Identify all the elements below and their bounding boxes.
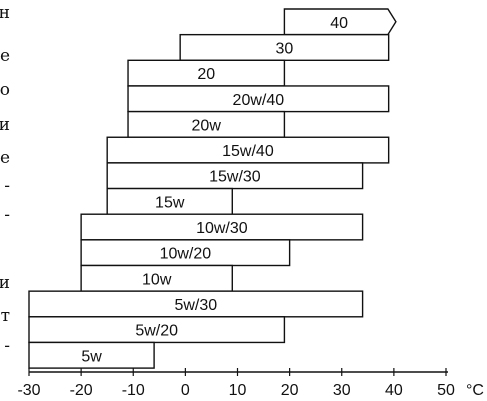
x-tick-label: 10 (229, 382, 247, 399)
bar-label: 5w/30 (174, 297, 217, 314)
x-tick-label: -10 (122, 382, 145, 399)
bar-label: 40 (330, 15, 348, 32)
range-bar (127, 85, 390, 113)
range-bar (106, 187, 233, 215)
range-bar (80, 264, 233, 292)
side-text-line: т (0, 306, 10, 326)
range-bar (283, 8, 397, 36)
bar-label: 15w (155, 194, 185, 211)
bar-label: 20w (192, 117, 222, 134)
x-unit-label: °C (466, 382, 484, 399)
bar-label: 20w/40 (233, 92, 285, 109)
range-bar (80, 213, 364, 241)
bar-label: 15w/30 (209, 169, 261, 186)
range-bar (127, 59, 286, 87)
side-text-line: и (0, 273, 10, 293)
range-bar (28, 341, 155, 369)
side-text-line: - (4, 176, 10, 196)
bar-label: 5w (81, 348, 102, 365)
side-text-line: и (0, 115, 10, 135)
bar-label: 5w/20 (135, 323, 178, 340)
x-tick-label: -20 (70, 382, 93, 399)
x-tick-label: 0 (181, 382, 190, 399)
range-bar (106, 162, 364, 190)
side-text-line: н (0, 3, 10, 23)
bar-label: 15w/40 (222, 143, 274, 160)
bar-label: 30 (276, 40, 294, 57)
x-tick-label: 40 (385, 382, 403, 399)
side-text-line: е (0, 46, 10, 66)
x-tick-label: 50 (437, 382, 455, 399)
range-bar (28, 316, 286, 344)
x-tick-label: -30 (17, 382, 40, 399)
side-text-line: - (4, 336, 10, 356)
side-text-line: е (0, 148, 10, 168)
x-tick-label: 30 (333, 382, 351, 399)
bar-label: 10w (142, 271, 172, 288)
bar-label: 20 (197, 66, 215, 83)
bar-label: 10w/20 (160, 246, 212, 263)
side-text-line: о (0, 80, 10, 100)
range-bar (106, 136, 390, 164)
side-text-line: - (4, 205, 10, 225)
bar-label: 10w/30 (196, 220, 248, 237)
x-tick-label: 20 (281, 382, 299, 399)
